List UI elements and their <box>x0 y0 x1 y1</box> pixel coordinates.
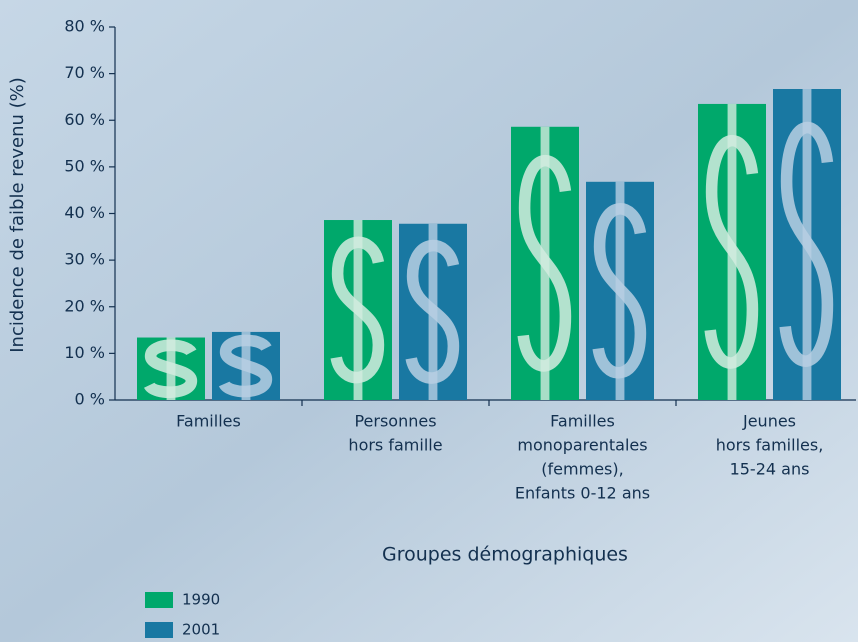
x-axis-title: Groupes démographiques <box>382 544 628 566</box>
y-axis-title: Incidence de faible revenu (%) <box>7 77 28 353</box>
legend-swatch <box>145 592 173 608</box>
x-tick-label: Personnes <box>354 412 436 431</box>
x-tick-label: 15-24 ans <box>730 460 810 479</box>
x-tick-label: monoparentales <box>517 436 647 455</box>
x-tick-label: hors familles, <box>716 436 824 455</box>
y-tick-label: 10 % <box>64 343 105 362</box>
x-tick-label: Familles <box>176 412 241 431</box>
y-tick-label: 40 % <box>64 203 105 222</box>
x-tick-label: Enfants 0-12 ans <box>515 484 650 503</box>
y-tick-label: 80 % <box>64 17 105 36</box>
y-tick-label: 60 % <box>64 110 105 129</box>
x-tick-label: Familles <box>550 412 615 431</box>
x-tick-label: hors famille <box>348 436 442 455</box>
y-tick-label: 50 % <box>64 156 105 175</box>
legend-label: 2001 <box>182 621 220 639</box>
y-tick-label: 70 % <box>64 63 105 82</box>
x-tick-label: Jeunes <box>742 412 796 431</box>
legend-label: 1990 <box>182 591 220 609</box>
y-tick-label: 20 % <box>64 296 105 315</box>
legend-swatch <box>145 622 173 638</box>
y-tick-label: 0 % <box>75 390 105 409</box>
y-tick-label: 30 % <box>64 250 105 269</box>
x-tick-label: (femmes), <box>541 460 623 479</box>
chart: Incidence de faible revenu (%) Groupes d… <box>0 0 858 642</box>
